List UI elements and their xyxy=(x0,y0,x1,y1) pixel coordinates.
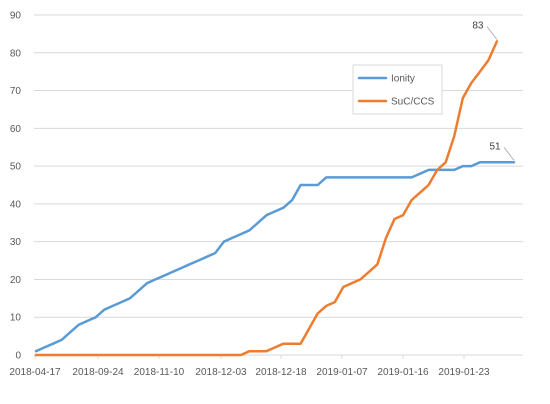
legend-box xyxy=(352,64,443,115)
series-line-ionity xyxy=(34,161,516,353)
data-label-suc-ccs: 83 xyxy=(472,20,484,31)
x-tick-label: 2018-12-18 xyxy=(255,367,307,378)
y-tick-label: 30 xyxy=(10,237,22,248)
series-lines xyxy=(34,40,516,357)
series-line-suc-ccs xyxy=(34,40,499,357)
x-axis-tick-labels: 2018-04-17 2018-09-24 2018-11-10 2018-12-03… xyxy=(9,355,490,378)
x-tick-label: 2018-12-03 xyxy=(195,367,247,378)
data-label-leader xyxy=(503,147,515,161)
y-tick-label: 70 xyxy=(10,86,22,97)
y-tick-label: 60 xyxy=(10,124,22,135)
legend-label: Ionity xyxy=(391,74,415,85)
x-tick-label: 2019-01-16 xyxy=(377,367,429,378)
gridlines xyxy=(34,14,523,356)
y-tick-label: 80 xyxy=(10,48,22,59)
data-labels: 51 83 xyxy=(472,20,515,161)
legend: Ionity SuC/CCS xyxy=(352,64,443,115)
y-tick-label: 40 xyxy=(10,199,22,210)
x-tick-label: 2018-11-10 xyxy=(134,367,185,378)
y-tick-label: 10 xyxy=(10,313,22,324)
y-tick-label: 0 xyxy=(15,351,21,362)
x-tick-label: 2019-01-07 xyxy=(316,367,368,378)
y-tick-label: 20 xyxy=(10,275,22,286)
x-tick-label: 2018-09-24 xyxy=(72,367,124,378)
data-label-leader xyxy=(486,26,498,40)
legend-label: SuC/CCS xyxy=(391,97,435,108)
x-tick-label: 2018-04-17 xyxy=(9,367,61,378)
y-tick-label: 50 xyxy=(10,162,22,173)
data-label-ionity: 51 xyxy=(489,141,501,152)
y-tick-label: 90 xyxy=(10,11,22,22)
x-tick-label: 2019-01-23 xyxy=(438,367,490,378)
y-axis-tick-labels: 0 10 20 30 40 50 60 70 80 90 xyxy=(10,11,22,362)
